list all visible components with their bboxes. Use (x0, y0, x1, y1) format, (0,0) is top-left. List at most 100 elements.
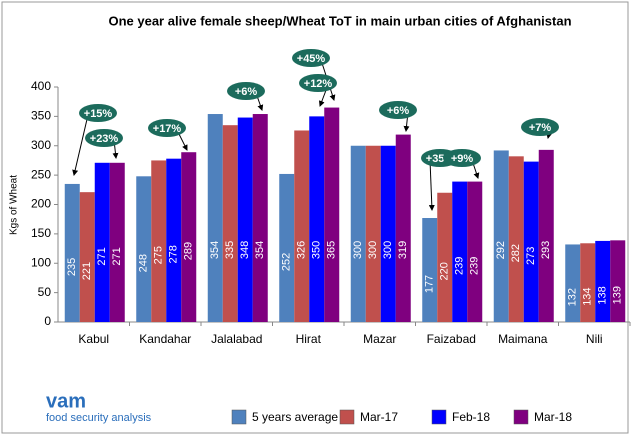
annotation-badge (79, 104, 117, 122)
bar (151, 160, 167, 322)
annotation: +6% (387, 105, 410, 117)
bar (294, 130, 310, 322)
data-label: 239 (454, 257, 466, 275)
data-label: 354 (209, 241, 221, 259)
y-tick-label: 200 (31, 197, 51, 211)
bar (350, 145, 366, 322)
y-tick-label: 100 (31, 255, 51, 269)
bar (64, 183, 80, 322)
bar (181, 152, 197, 322)
bar (523, 161, 539, 322)
annotation-arrow (72, 114, 89, 176)
legend-label: 5 years average (252, 410, 338, 424)
x-tick-label: Faizabad (427, 332, 476, 346)
bar (94, 162, 110, 322)
bar (279, 173, 295, 322)
legend-swatch (231, 409, 247, 425)
data-label: 177 (424, 275, 436, 293)
x-tick-label: Kandahar (139, 332, 191, 346)
logo-tagline: food security analysis (46, 412, 152, 424)
annotation-arrow (428, 159, 435, 211)
x-tick-label: Jalalabad (211, 332, 262, 346)
x-tick-label: Hirat (296, 332, 322, 346)
bar (309, 116, 325, 322)
bar (595, 240, 611, 322)
annotation-badge (299, 74, 337, 92)
data-label: 300 (367, 241, 379, 259)
data-label: 248 (138, 254, 150, 272)
bar (109, 162, 125, 322)
bar (508, 156, 524, 322)
legend-swatch (431, 409, 447, 425)
x-tick-label: Mazar (363, 332, 396, 346)
bar (324, 107, 340, 322)
annotation-badge (292, 49, 330, 67)
annotation: +45% (297, 53, 326, 65)
data-label: 221 (81, 262, 93, 280)
bar (467, 181, 483, 322)
bar (380, 145, 396, 322)
chart-title: One year alive female sheep/Wheat ToT in… (108, 13, 571, 28)
data-label: 134 (582, 287, 594, 305)
bar (166, 158, 182, 322)
y-tick-label: 150 (31, 226, 51, 240)
legend-label: Mar-17 (360, 410, 398, 424)
x-tick-label: Kabul (78, 332, 109, 346)
bar (136, 176, 152, 322)
legend-label: Mar-18 (534, 410, 572, 424)
data-label: 252 (281, 253, 293, 271)
annotation-badge (85, 129, 123, 147)
data-label: 275 (153, 246, 165, 264)
bar (610, 240, 626, 322)
data-label: 289 (183, 242, 195, 260)
data-label: 273 (525, 247, 537, 265)
bar (252, 114, 268, 323)
annotation-badge (227, 82, 265, 100)
annotation-badge (148, 119, 186, 137)
data-label: 293 (540, 241, 552, 259)
legend-label: Feb-18 (452, 410, 490, 424)
data-label: 220 (439, 262, 451, 280)
legend-swatch (513, 409, 529, 425)
data-label: 292 (495, 241, 507, 259)
annotation: +17% (153, 123, 182, 135)
bar (222, 125, 238, 322)
data-label: 139 (612, 286, 624, 304)
data-label: 278 (168, 245, 180, 263)
annotation-badge (443, 149, 481, 167)
y-tick-label: 400 (31, 79, 51, 93)
x-tick-label: Maimana (498, 332, 548, 346)
data-label: 335 (224, 241, 236, 259)
annotation: +9% (451, 153, 474, 165)
bar (207, 114, 223, 323)
data-label: 138 (597, 286, 609, 304)
data-label: 354 (254, 241, 266, 259)
logo: vam (46, 390, 86, 412)
data-label: 235 (66, 258, 78, 276)
bar (437, 192, 453, 322)
y-axis-label: Kgs of Wheat (9, 175, 20, 235)
annotation: +7% (529, 122, 552, 134)
data-label: 271 (111, 247, 123, 265)
y-tick-label: 300 (31, 138, 51, 152)
y-tick-label: 50 (38, 285, 52, 299)
data-label: 300 (352, 241, 364, 259)
bar (395, 134, 411, 322)
data-label: 319 (397, 241, 409, 259)
annotation: +12% (304, 78, 333, 90)
annotation: +6% (235, 86, 258, 98)
data-label: 350 (311, 241, 323, 259)
data-label: 300 (382, 241, 394, 259)
legend-swatch (339, 409, 355, 425)
data-label: 132 (567, 288, 579, 306)
data-label: 348 (239, 241, 251, 259)
annotation-badge (379, 101, 417, 119)
bar (565, 244, 581, 322)
y-tick-label: 250 (31, 167, 51, 181)
bar (580, 243, 596, 322)
bar (365, 145, 381, 322)
annotation: +23% (90, 133, 119, 145)
data-label: 326 (296, 241, 308, 259)
data-label: 282 (510, 244, 522, 262)
